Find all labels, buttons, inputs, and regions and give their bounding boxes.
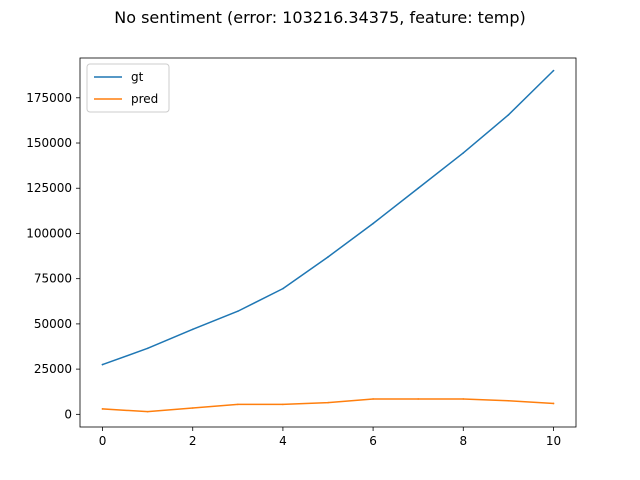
data-point-pred-9 <box>507 399 510 402</box>
data-point-pred-0 <box>101 408 104 410</box>
x-tick-label: 0 <box>99 434 107 448</box>
x-tick-label: 10 <box>546 434 561 448</box>
data-point-gt-5 <box>327 256 329 258</box>
y-tick-label: 125000 <box>26 181 72 195</box>
data-point-gt-9 <box>507 114 510 116</box>
y-tick-label: 75000 <box>34 272 72 286</box>
y-tick-label: 100000 <box>26 226 72 240</box>
data-point-pred-10 <box>552 402 555 405</box>
x-tick-label: 8 <box>459 434 467 448</box>
data-point-pred-4 <box>282 403 284 406</box>
legend-label-pred: pred <box>131 92 158 106</box>
legend: gt pred <box>86 63 170 113</box>
x-tick-label: 2 <box>189 434 197 448</box>
data-point-gt-6 <box>372 222 374 225</box>
data-point-pred-8 <box>462 398 465 400</box>
data-point-gt-3 <box>237 310 239 313</box>
plot-area <box>101 69 555 413</box>
data-point-gt-0 <box>101 363 104 366</box>
data-point-gt-10 <box>552 69 555 72</box>
y-tick-label: 25000 <box>34 362 72 376</box>
axes: 0 2 4 6 8 10 0 25000 50000 75000 100000 125000 15000… <box>26 57 577 448</box>
data-point-pred-5 <box>327 401 329 404</box>
legend-box <box>86 63 170 113</box>
x-tick-label: 4 <box>279 434 287 448</box>
x-tick-label: 6 <box>369 434 377 448</box>
data-point-pred-3 <box>237 403 239 406</box>
y-tick-label: 150000 <box>26 136 72 150</box>
data-point-gt-1 <box>146 347 149 350</box>
data-point-pred-7 <box>417 398 419 400</box>
data-point-pred-1 <box>146 410 149 413</box>
data-point-pred-2 <box>191 407 194 409</box>
data-point-gt-2 <box>191 328 194 331</box>
data-point-pred-6 <box>372 398 374 400</box>
data-point-gt-8 <box>462 152 465 154</box>
data-point-gt-4 <box>282 287 284 290</box>
axes-frame <box>79 57 577 428</box>
legend-label-gt: gt <box>131 70 144 84</box>
y-tick-label: 175000 <box>26 91 72 105</box>
data-point-gt-7 <box>417 187 419 190</box>
y-tick-label: 0 <box>64 407 72 421</box>
y-tick-label: 50000 <box>34 317 72 331</box>
chart-title: No sentiment (error: 103216.34375, featu… <box>114 8 526 27</box>
